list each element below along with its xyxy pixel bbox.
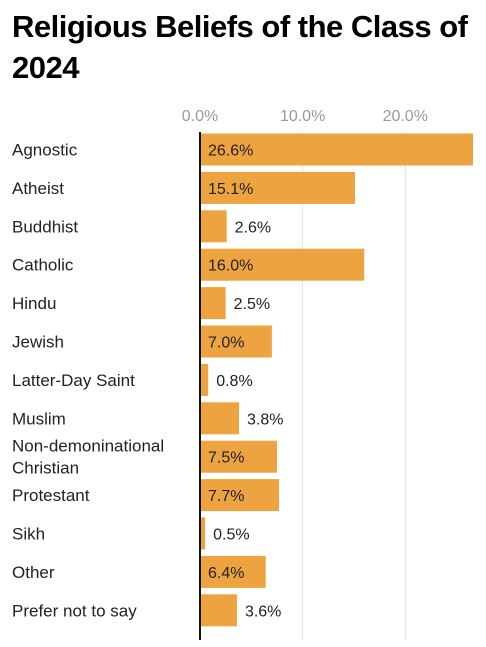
category-label: Hindu (12, 294, 56, 313)
bar (200, 287, 226, 320)
bar (200, 555, 266, 588)
category-label: Non-demoninational (12, 437, 164, 456)
labels: 0.0% 10.0% 20.0% 26.6% Agnostic 15.1% Atheist 2… (12, 108, 428, 620)
data-label: 7.0% (208, 335, 244, 352)
category-label: Prefer not to say (12, 601, 137, 620)
bar (200, 440, 277, 473)
data-label: 6.4% (208, 565, 244, 582)
category-label: Latter-Day Saint (12, 371, 135, 390)
data-label: 15.1% (208, 181, 253, 198)
bar (200, 363, 209, 396)
bar (200, 133, 473, 166)
category-label: Protestant (12, 486, 90, 505)
data-label: 2.6% (235, 219, 271, 236)
data-label: 0.8% (216, 373, 252, 390)
x-tick-label: 0.0% (182, 108, 218, 125)
x-tick-label: 10.0% (280, 108, 325, 125)
category-label: Atheist (12, 179, 64, 198)
bar (200, 402, 239, 435)
category-label: Jewish (12, 333, 64, 352)
data-label: 3.8% (247, 411, 283, 428)
data-label: 26.6% (208, 143, 253, 160)
category-label: Christian (12, 459, 79, 478)
bar (200, 248, 365, 281)
bar (200, 594, 237, 627)
category-label: Catholic (12, 256, 74, 275)
data-label: 7.5% (208, 450, 244, 467)
bar (200, 517, 206, 550)
data-label: 3.6% (245, 603, 281, 620)
category-label: Other (12, 563, 55, 582)
gridlines (302, 132, 406, 640)
chart-title: Religious Beliefs of the Class of 2024 (12, 9, 468, 85)
bar (200, 210, 227, 243)
category-label: Buddhist (12, 217, 78, 236)
data-label: 0.5% (213, 527, 249, 544)
category-label: Agnostic (12, 141, 78, 160)
data-label: 2.5% (234, 296, 270, 313)
x-tick-label: 20.0% (383, 108, 428, 125)
data-label: 7.7% (208, 488, 244, 505)
data-label: 16.0% (208, 258, 253, 275)
category-label: Muslim (12, 409, 66, 428)
category-label: Sikh (12, 525, 45, 544)
bars (200, 133, 473, 627)
bar (200, 325, 272, 358)
bar (200, 479, 280, 512)
bar (200, 171, 355, 204)
